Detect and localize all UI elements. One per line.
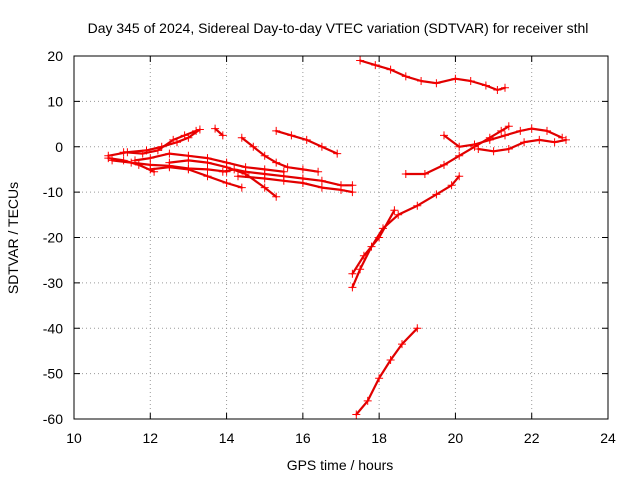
data-point-markers [356, 56, 509, 94]
series-m [356, 56, 509, 94]
series-line [214, 127, 224, 137]
axis-ticks [73, 55, 609, 420]
data-point-markers [211, 124, 227, 140]
data-point-markers [131, 149, 288, 176]
x-tick-label: 24 [600, 430, 616, 446]
y-tick-label: 10 [47, 93, 63, 109]
series-q [348, 172, 464, 292]
data-point-markers [440, 124, 567, 151]
series-line [351, 209, 396, 275]
series-j [234, 172, 357, 197]
data-point-markers [474, 135, 570, 156]
series-h [237, 133, 323, 176]
y-tick-labels: -60 -50 -40 -30 -20 -10 0 10 20 [43, 48, 63, 427]
data-point-markers [237, 133, 323, 176]
series-line [355, 327, 419, 416]
series-f [131, 149, 288, 176]
series-o [440, 124, 567, 151]
series-line [404, 125, 510, 176]
data-point-markers [234, 172, 357, 197]
x-tick-labels: 10 12 14 16 18 20 22 24 [66, 430, 616, 446]
series-b [119, 126, 201, 158]
x-tick-label: 10 [66, 430, 82, 446]
series-e [146, 163, 246, 192]
x-tick-label: 20 [448, 430, 464, 446]
x-tick-label: 12 [142, 430, 158, 446]
y-tick-label: -40 [43, 320, 63, 336]
chart-title: Day 345 of 2024, Sidereal Day-to-day VTE… [88, 20, 589, 36]
y-tick-label: -20 [43, 230, 63, 246]
data-point-markers [348, 206, 399, 278]
y-tick-label: -60 [43, 411, 63, 427]
series-l [211, 124, 227, 140]
y-tick-label: -10 [43, 184, 63, 200]
x-axis-label: GPS time / hours [287, 457, 394, 473]
y-axis-label: SDTVAR / TECUs [5, 182, 21, 294]
grid-lines [74, 56, 608, 419]
x-tick-label: 14 [219, 430, 235, 446]
series-k [272, 126, 342, 158]
x-tick-label: 18 [371, 430, 387, 446]
series-a [104, 125, 204, 160]
series-line [351, 175, 461, 289]
data-point-markers [146, 163, 246, 192]
data-series [104, 56, 570, 419]
y-tick-label: -30 [43, 275, 63, 291]
series-s [352, 324, 422, 419]
data-point-markers [218, 165, 357, 190]
x-tick-label: 22 [524, 430, 540, 446]
data-point-markers [352, 324, 422, 419]
series-p [474, 135, 570, 156]
series-line [477, 138, 568, 153]
series-r [348, 206, 399, 278]
data-point-markers [348, 172, 464, 292]
data-point-markers [104, 154, 159, 176]
y-tick-label: -50 [43, 366, 63, 382]
data-point-markers [119, 126, 201, 158]
y-tick-label: 20 [47, 48, 63, 64]
y-tick-label: 0 [55, 139, 63, 155]
x-tick-label: 16 [295, 430, 311, 446]
data-point-markers [272, 126, 342, 158]
series-i [218, 165, 357, 190]
